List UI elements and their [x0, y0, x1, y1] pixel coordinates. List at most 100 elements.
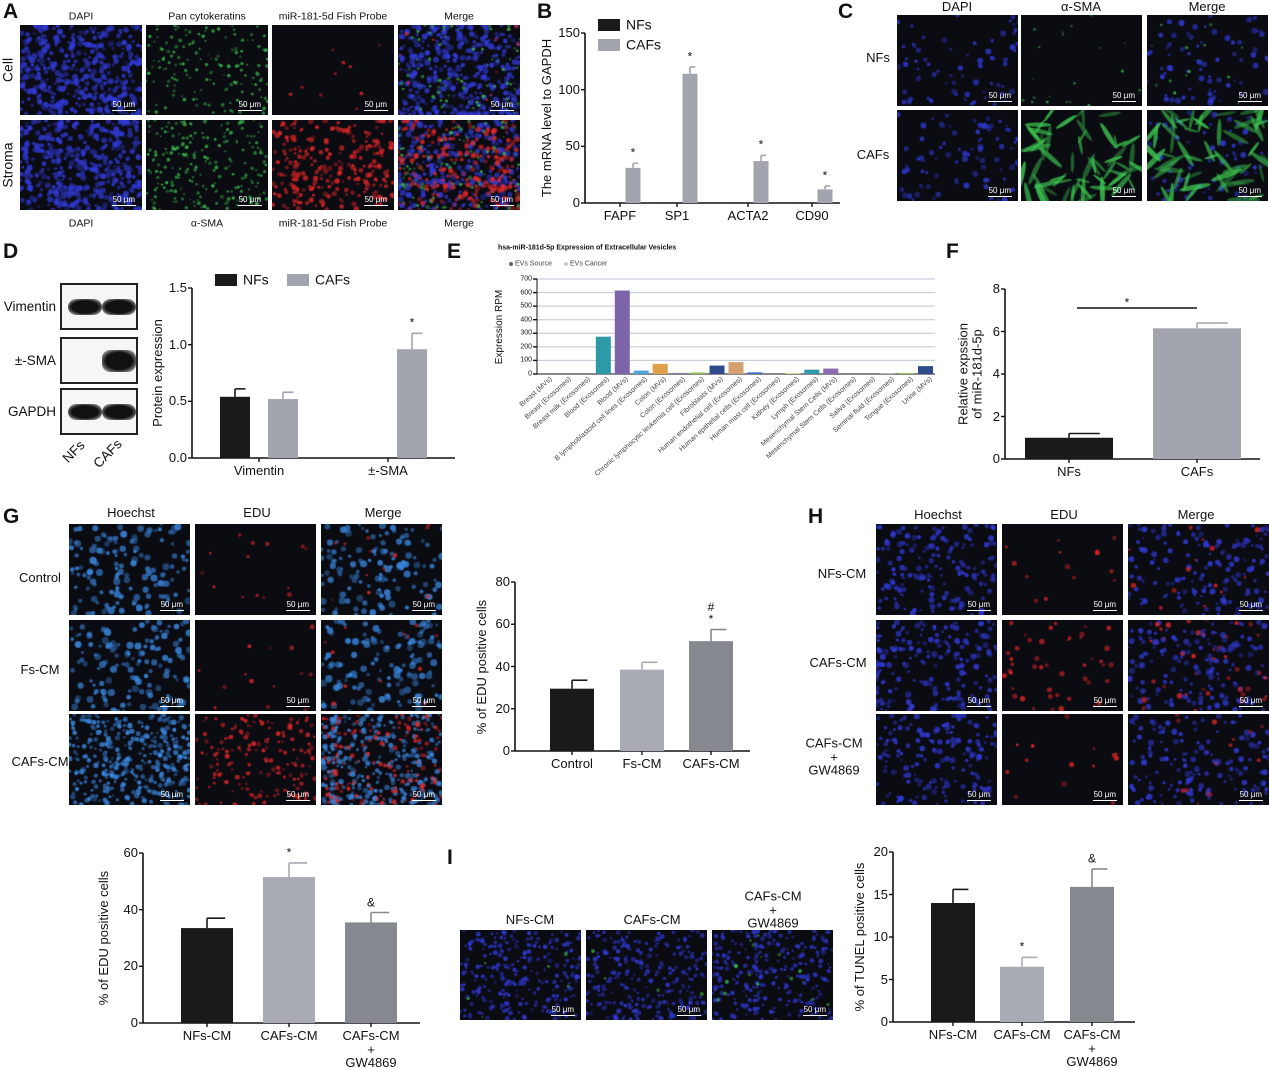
y-tick-label: 0 [502, 743, 510, 759]
bar [931, 903, 975, 1022]
scale-bar: 50 μm [411, 600, 436, 611]
micrograph-I-0: 50 μm [460, 930, 581, 1020]
y-tick-label: 60 [123, 845, 138, 861]
scale-bar: 50 μm [111, 100, 136, 111]
western-blot-band-0 [60, 283, 138, 330]
micrograph-image [146, 25, 268, 115]
row-label: NFs [866, 50, 890, 66]
x-tick-label: CAFs-CM + GW4869 [342, 1028, 400, 1068]
significance-mark: * [1124, 295, 1130, 310]
bar [689, 641, 733, 751]
scale-bar: 50 μm [285, 600, 310, 611]
blot-label: Vimentin [3, 298, 56, 314]
micrograph-image [321, 524, 442, 615]
y-tick-label: 0 [992, 451, 1000, 467]
significance-mark: * [286, 845, 292, 860]
row-label: Fs-CM [20, 662, 60, 678]
panel-letter-H: H [808, 505, 824, 528]
legend-swatch [598, 19, 620, 31]
bar [652, 363, 668, 374]
row-label: CAFs [856, 147, 890, 163]
column-label: Merge [364, 505, 402, 521]
y-tick-label: 40 [495, 658, 510, 674]
y-tick-label: 10 [873, 929, 888, 945]
micrograph-image [1002, 524, 1123, 615]
y-axis-label: The mRNA level to GAPDH [539, 38, 555, 198]
y-tick-label: 600 [520, 288, 532, 296]
scale-bar: 50 μm [1237, 91, 1262, 102]
micrograph-image [897, 110, 1018, 201]
bar [747, 372, 763, 374]
bar [682, 73, 698, 203]
scale-bar: 50 μm [550, 1005, 575, 1016]
blot-label: GAPDH [7, 403, 56, 419]
x-tick-label: CAFs-CM + GW4869 [1063, 1027, 1121, 1068]
bar [690, 372, 706, 374]
significance-mark: * [1019, 939, 1025, 954]
column-label: α-SMA [1060, 0, 1102, 15]
micrograph-H-1-1: 50 μm [1002, 620, 1123, 711]
micrograph-H-0-0: 50 μm [876, 524, 997, 615]
panel-letter-C: C [838, 0, 854, 23]
x-tick-label: ACTA2 [727, 208, 769, 223]
row-label: CAFs-CM [809, 655, 867, 671]
micrograph-image [712, 930, 833, 1020]
micrograph-image [272, 25, 394, 115]
row-label: Cell [0, 57, 16, 83]
x-tick-label: NFs-CM [928, 1027, 978, 1042]
micrograph-image [1147, 110, 1268, 201]
scale-bar: 50 μm [363, 100, 388, 111]
y-tick-label: 1.5 [168, 280, 187, 296]
bar [804, 369, 820, 374]
micrograph-image [69, 524, 190, 615]
legend-swatch [215, 274, 237, 286]
micrograph-image [146, 120, 268, 210]
scale-bar: 50 μm [159, 696, 184, 707]
micrograph-image [69, 620, 190, 711]
bar [671, 372, 687, 374]
blot-label: ±-SMA [14, 352, 56, 368]
y-tick-label: 0 [880, 1014, 888, 1030]
column-label: miR-181-5d Fish Probe [278, 217, 388, 230]
x-tick-label: Vimentin [233, 463, 285, 478]
y-tick-label: 6 [992, 323, 1000, 339]
row-label: CAFs-CM + GW4869 [805, 735, 863, 778]
y-tick-label: 60 [495, 616, 510, 632]
scale-bar: 50 μm [237, 195, 262, 206]
micrograph-A-0-2: 50 μm [272, 25, 394, 115]
bar [1070, 886, 1114, 1022]
scale-bar: 50 μm [111, 195, 136, 206]
column-label: Merge [444, 10, 474, 23]
x-tick-label: CAFs-CM [993, 1027, 1051, 1042]
legend-label: CAFs [315, 271, 350, 288]
micrograph-image [876, 714, 997, 805]
x-tick-label: CD90 [795, 208, 829, 223]
micrograph-image [1021, 15, 1142, 106]
y-tick-label: 5 [880, 971, 888, 987]
legend-label: CAFs [626, 36, 661, 53]
micrograph-A-1-0: 50 μm [20, 120, 142, 210]
column-label: EDU [243, 505, 271, 521]
micrograph-image [1021, 110, 1142, 201]
micrograph-H-2-1: 50 μm [1002, 714, 1123, 805]
micrograph-G-2-1: 50 μm [195, 714, 316, 805]
y-tick-label: 50 [565, 138, 580, 154]
row-label: Stroma [0, 142, 16, 188]
significance-mark: * [409, 315, 415, 330]
legend-marker [509, 262, 513, 266]
micrograph-A-0-1: 50 μm [146, 25, 268, 115]
column-label: EDU [1050, 507, 1078, 523]
chart-title: hsa-miR-181d-5p Expression of Extracellu… [498, 244, 677, 252]
micrograph-image [460, 930, 581, 1020]
y-axis-label: Protein expression [150, 319, 166, 427]
row-label: CAFs-CM [11, 754, 69, 770]
micrograph-C-0-0: 50 μm [897, 15, 1018, 106]
y-tick-label: 15 [873, 886, 888, 902]
micrograph-image [20, 120, 142, 210]
scale-bar: 50 μm [411, 696, 436, 707]
x-tick-label: Control [551, 756, 593, 771]
column-label: Merge [444, 217, 474, 230]
micrograph-image [897, 15, 1018, 106]
row-label: NFs-CM [817, 566, 867, 582]
scale-bar: 50 μm [159, 600, 184, 611]
